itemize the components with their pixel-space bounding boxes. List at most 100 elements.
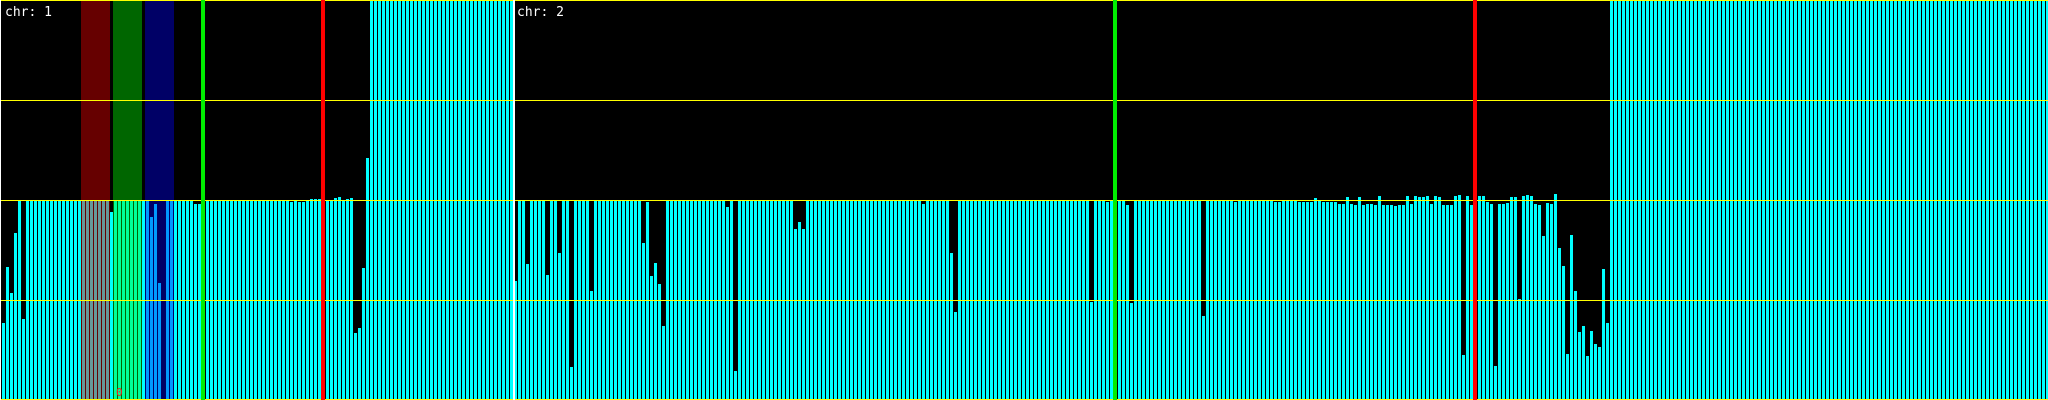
bar — [1454, 196, 1457, 400]
bar — [1458, 195, 1461, 400]
bar — [1354, 205, 1357, 400]
bar — [798, 222, 801, 400]
bar — [1362, 205, 1365, 400]
bar — [1578, 332, 1581, 400]
labels-layer: 0 chr: 1 chr: 2 — [5, 5, 564, 399]
bar — [1526, 195, 1529, 400]
left-border — [0, 0, 1, 400]
bar — [1358, 197, 1361, 400]
bar — [14, 233, 17, 400]
bar — [1602, 269, 1605, 400]
bar — [1386, 205, 1389, 400]
bar — [1546, 203, 1549, 400]
bar — [22, 319, 25, 400]
chromosome-label: chr: 1 — [5, 5, 52, 20]
bar — [590, 291, 593, 400]
bar — [1434, 196, 1437, 400]
bar — [1562, 266, 1565, 400]
bar — [1538, 205, 1541, 400]
bar — [1426, 196, 1429, 400]
bar — [1378, 196, 1381, 400]
bar — [1446, 205, 1449, 400]
bar — [1390, 205, 1393, 400]
bar — [1510, 197, 1513, 400]
gridline — [0, 100, 2048, 101]
bar — [734, 371, 737, 400]
bar — [1410, 204, 1413, 400]
gridline — [0, 200, 2048, 201]
bar — [1406, 196, 1409, 400]
bar — [1366, 204, 1369, 400]
bar — [310, 199, 313, 400]
bar — [1586, 356, 1589, 400]
bar — [954, 312, 957, 400]
bar — [2, 323, 5, 400]
bar — [334, 198, 337, 400]
bar — [1438, 197, 1441, 400]
bar — [354, 333, 357, 400]
gridline — [0, 300, 2048, 301]
chromosome-label: chr: 2 — [517, 5, 564, 20]
bar — [1494, 366, 1497, 400]
band-label: 0 — [116, 386, 123, 399]
bar — [194, 204, 197, 400]
bar — [1574, 291, 1577, 400]
bar — [526, 264, 529, 400]
bar — [1506, 203, 1509, 400]
bar — [1570, 235, 1573, 400]
bar — [1394, 206, 1397, 400]
bar — [1530, 196, 1533, 400]
bar — [1090, 302, 1093, 400]
bar — [154, 204, 157, 400]
bar — [514, 281, 517, 400]
bar — [1594, 344, 1597, 400]
chromosome-separator — [513, 0, 515, 400]
bar — [1598, 347, 1601, 400]
bar — [654, 263, 657, 400]
bar — [1522, 196, 1525, 400]
bar — [1558, 248, 1561, 400]
bar — [1478, 196, 1481, 400]
bar — [570, 367, 573, 400]
bar — [1342, 204, 1345, 400]
bar — [922, 204, 925, 400]
bar — [1502, 204, 1505, 400]
bar — [1338, 204, 1341, 400]
bar — [1606, 323, 1609, 400]
bar — [1402, 205, 1405, 400]
marker-line-green — [201, 0, 205, 400]
bar — [1382, 205, 1385, 400]
bar — [1534, 204, 1537, 400]
bar — [318, 199, 321, 400]
bar — [1202, 316, 1205, 400]
bar — [358, 328, 361, 400]
bar — [558, 253, 561, 400]
bar — [1566, 354, 1569, 400]
bar — [726, 207, 729, 400]
bar — [1542, 236, 1545, 400]
bar — [1550, 204, 1553, 400]
bar — [1130, 303, 1133, 400]
bar — [658, 284, 661, 400]
bar — [1350, 204, 1353, 400]
bar — [1590, 331, 1593, 400]
bar — [1466, 196, 1469, 400]
bar — [110, 212, 113, 400]
bar — [366, 158, 369, 400]
bar — [350, 198, 353, 400]
bar — [6, 267, 9, 400]
bar — [642, 243, 645, 400]
bar — [10, 293, 13, 400]
bar — [1414, 196, 1417, 400]
bar — [1554, 194, 1557, 400]
bar — [1450, 205, 1453, 400]
bar — [346, 199, 349, 400]
bar — [1418, 197, 1421, 400]
bar — [662, 326, 665, 400]
bar — [1514, 197, 1517, 400]
bar — [1582, 326, 1585, 400]
bar — [802, 229, 805, 400]
marker-line-red — [1473, 0, 1477, 400]
markers-layer — [0, 0, 1477, 400]
